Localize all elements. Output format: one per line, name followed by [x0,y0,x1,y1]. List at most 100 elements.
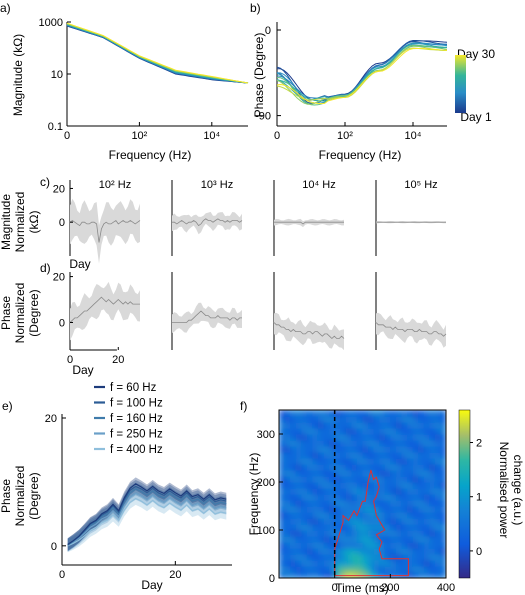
panel-f-cell [412,548,419,555]
panel-f-cell [362,500,369,507]
panel-f-cell [373,488,380,495]
panel-f-cell [429,416,436,423]
panel-f-cell [407,488,414,495]
panel-f-cell [390,470,397,477]
panel-f-cell [429,500,436,507]
panel-f-cell [434,416,442,423]
panel-f-cell [434,560,442,567]
panel-f-cell [323,482,330,489]
panel-b-ytick-label: 0 [265,25,271,37]
panel-f-cell [351,494,358,501]
panel-f-cell [362,434,369,441]
panel-f-cell [284,458,291,465]
panel-b-series-line [276,44,448,101]
panel-f-cell [362,518,369,525]
panel-f-cell [440,422,446,429]
panel-f-cell [362,422,369,429]
panel-f-cell [401,488,408,495]
panel-f-cell [418,476,425,483]
panel-f-cell [390,560,397,567]
panel-f-cell [412,464,419,471]
panel-f-cell [418,506,425,513]
panel-f-cell [384,488,391,495]
panel-f-cell [384,476,391,483]
panel-f-cell [390,440,397,447]
panel-f-cell [390,446,397,453]
panel-f-cell [379,494,386,501]
panel-f-cell [362,548,369,555]
panel-f-cell [368,542,375,549]
panel-f-cell [312,512,319,519]
panel-f-cell [395,524,403,531]
panel-f-cell [373,422,380,429]
panel-f-cell [323,458,330,465]
panel-f-cell [334,422,341,429]
panel-f-cell [440,530,446,537]
panel-f-cell [284,554,291,561]
panel-f-cell [429,560,436,567]
panel-f-cell [434,554,442,561]
panel-f-cell [306,542,313,549]
panel-f-cell [301,536,308,543]
panel-f-cell [306,560,313,567]
panel-f-cell [418,446,425,453]
panel-f-cell [434,458,442,465]
panel-e-series-line [67,483,227,545]
panel-b-label: b) [250,1,261,15]
panel-f-cell [429,572,436,578]
panel-f-colorbar-tick-label: 2 [476,438,482,450]
panel-f-cell [356,458,364,465]
panel-f-cell [423,500,430,507]
panel-f-cell [345,416,352,423]
panel-d-mean-line [172,310,242,323]
panel-f-cell [340,458,347,465]
panel-f-cell [368,482,375,489]
panel-f-cell [407,506,414,513]
panel-f-cell [351,518,358,525]
panel-f-cell [429,476,436,483]
panel-f-cell [351,470,358,477]
panel-f-cell [362,536,369,543]
panel-f-cell [301,482,308,489]
panel-f-cell [412,506,419,513]
panel-f-cell [323,416,330,423]
panel-f-cell [345,428,352,435]
panel-f-cell [440,506,446,513]
panel-f-cell [334,530,341,537]
panel-e-series-line [67,488,227,546]
panel-f-heatmap [279,410,446,578]
panel-f-cell [362,512,369,519]
panel-f-cell [407,548,414,555]
panel-f-cell [423,458,430,465]
panel-e-legend-label: f = 100 Hz [110,398,163,410]
panel-c-mean-line [69,219,141,243]
panel-f-cell [379,410,386,417]
panel-f-cell [390,458,397,465]
panel-f-cell [434,428,442,435]
panel-d-mean-line [273,322,345,340]
panel-f-cell [284,512,291,519]
panel-f-cell [423,524,430,531]
panel-f-cell [295,572,302,578]
panel-f-cell [306,416,313,423]
panel-f-cell [373,434,380,441]
panel-f-cell [317,458,325,465]
panel-f-cell [407,494,414,501]
panel-f-cell [379,476,386,483]
panel-f-cell [301,512,308,519]
panel-f-cell [356,524,364,531]
panel-f-cell [334,458,341,465]
panel-f-cell [429,422,436,429]
panel-d-ytick-label: 20 [53,272,65,284]
panel-f-cell [379,512,386,519]
panel-f-cell [412,536,419,543]
panel-f-cell [334,512,341,519]
panel-f-cell [412,446,419,453]
panel-f-cell [440,488,446,495]
panel-e-label: e) [2,399,13,413]
panel-f-cell [407,542,414,549]
panel-f-cell [290,524,297,531]
panel-f-cell [418,494,425,501]
panel-e-ylabel-2: Normalized [13,466,27,527]
panel-f-cell [317,548,325,555]
